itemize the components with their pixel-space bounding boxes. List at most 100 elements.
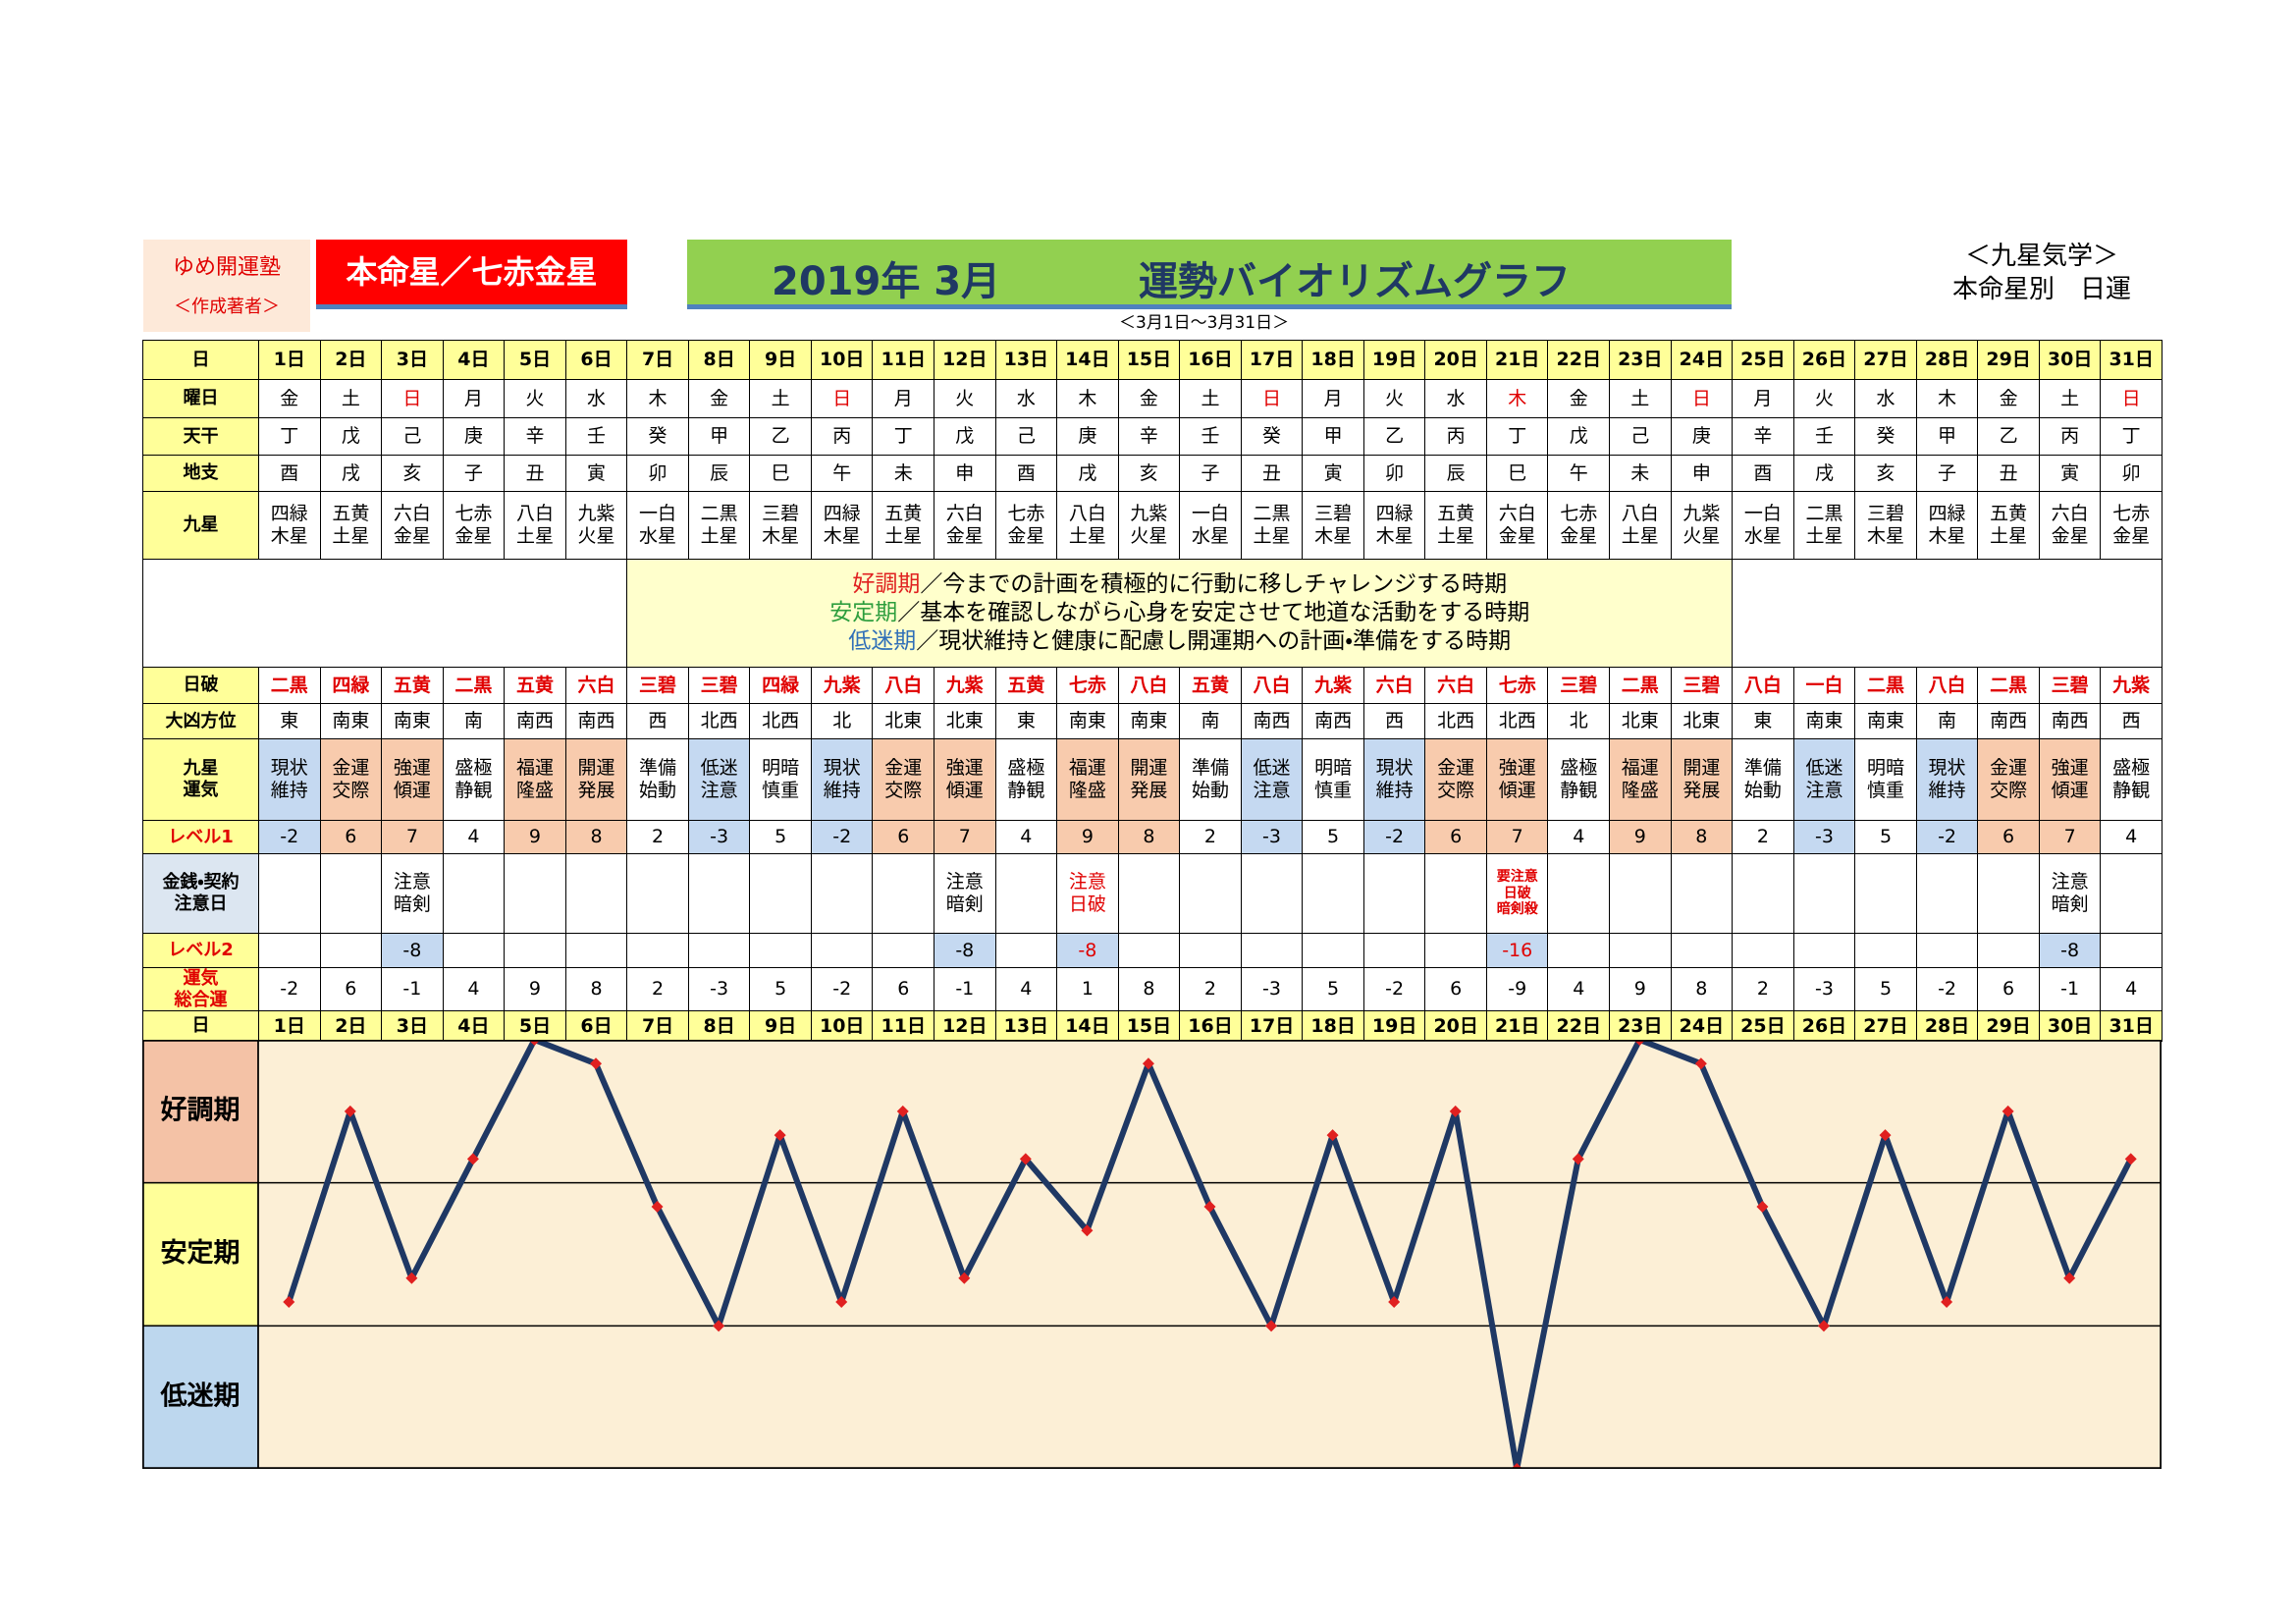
table-cell: 4日 [442,340,506,380]
table-cell: 27日 [1854,340,1917,380]
table-cell: 六白 [1362,667,1426,704]
table-cell: 二黒 [258,667,321,704]
table-cell: 八白 土星 [1056,491,1119,560]
table-cell: 開運 発展 [1670,738,1734,821]
table-cell [1915,853,1979,934]
table-cell: 注意 日破 [1056,853,1119,934]
table-cell: 北西 [1485,703,1549,739]
table-cell: 31日 [2100,340,2163,380]
table-row: 九星 運気 現状 維持 金運 交際 強運 傾運 盛極 静観 福運 隆盛 開運 発展 準備 始動… [142,738,2163,821]
table-cell: 巳 [749,455,812,492]
table-cell: 9日 [749,1010,812,1043]
table-cell [442,933,506,968]
table-cell: 二黒 土星 [1240,491,1304,560]
table-cell: 準備 始動 [626,738,689,821]
table-cell: 低迷 注意 [1240,738,1304,821]
table-cell: 6 [319,820,383,854]
fortune-marker [466,1153,479,1165]
table-cell: 北 [1547,703,1611,739]
table-cell [1670,933,1734,968]
table-cell [687,853,751,934]
table-cell: 丙 [2038,417,2102,456]
table-cell: 丁 [258,417,321,456]
table-cell: 七赤 金星 [442,491,506,560]
table-cell: 2 [626,966,689,1012]
table-cell: 一白 水星 [1732,491,1794,560]
legend-text: ／今までの計画を積極的に行動に移しチャレンジする時期 [920,571,1508,598]
table-cell: 午 [810,455,874,492]
table-cell: 乙 [1362,417,1426,456]
table-cell: 土 [319,379,383,418]
table-cell: 2 [1179,820,1242,854]
table-cell: 盛極 静観 [1547,738,1611,821]
table-cell [1977,853,2040,934]
fortune-marker [1388,1296,1401,1309]
table-cell: 福運 隆盛 [504,738,566,821]
table-cell: 癸 [1240,417,1304,456]
table-cell: 現状 維持 [810,738,874,821]
table-cell: 7 [1485,820,1549,854]
row-label: 日 [142,340,259,380]
table-cell: 南東 [1854,703,1917,739]
table-cell: 17日 [1240,340,1304,380]
table-cell: 6 [1977,820,2040,854]
table-cell: 月 [872,379,935,418]
table-cell: 明暗 慎重 [749,738,812,821]
table-cell: 強運 傾運 [1485,738,1549,821]
table-cell: 庚 [1056,417,1119,456]
table-cell [1179,933,1242,968]
table-cell: 七赤 金星 [2100,491,2163,560]
table-cell: 3日 [381,340,444,380]
fortune-marker [1019,1153,1032,1165]
table-cell [1424,853,1487,934]
table-cell: 子 [1179,455,1242,492]
table-cell: 13日 [994,1010,1058,1043]
table-cell: 五黄 [994,667,1058,704]
table-cell: 四緑 木星 [258,491,321,560]
table-cell: 土 [1609,379,1672,418]
table-cell: 火 [504,379,566,418]
table-cell: 8 [1670,966,1734,1012]
table-cell: 一白 [1792,667,1856,704]
table-cell: 卯 [626,455,689,492]
fortune-marker [1203,1200,1216,1213]
table-cell: 19日 [1362,340,1426,380]
table-cell: 7日 [626,1010,689,1043]
row-label: 曜日 [142,379,259,418]
table-cell: 一白 水星 [1179,491,1242,560]
graph-border [142,1040,2162,1469]
table-cell: 強運 傾運 [2038,738,2102,821]
table-cell: 卯 [1362,455,1426,492]
table-cell: 五黄 [381,667,444,704]
legend-line: 低迷期／現状維持と健康に配慮し開運期への計画・準備をする時期 [628,627,1732,656]
fortune-marker [1265,1320,1278,1332]
table-cell: 水 [1424,379,1487,418]
table-cell [1424,933,1487,968]
table-cell [564,853,628,934]
row-label: 九星 [142,491,259,560]
table-cell [994,933,1058,968]
row-label: レベル2 [142,933,259,968]
table-cell: 子 [1915,455,1979,492]
legend-text: ／現状維持と健康に配慮し開運期への計画・準備をする時期 [916,627,1512,654]
table-cell: -2 [1915,966,1979,1012]
table-cell: 現状 維持 [1915,738,1979,821]
title-text: 運勢バイオリズムグラフ [1139,259,1571,304]
table-cell: 南 [1915,703,1979,739]
table-cell [994,853,1058,934]
table-cell: 丑 [1240,455,1304,492]
table-cell: -1 [2038,966,2102,1012]
table-cell: -2 [1362,820,1426,854]
legend-row: 好調期／今までの計画を積極的に行動に移しチャレンジする時期 安定期／基本を確認しな… [141,559,2163,668]
table-cell: 21日 [1485,340,1549,380]
table-cell: 七赤 金星 [1547,491,1611,560]
table-cell: 10日 [810,1010,874,1043]
table-cell: 六白 [564,667,628,704]
table-cell: 己 [381,417,444,456]
table-cell: 8 [564,820,628,854]
table-cell: 丁 [1485,417,1549,456]
table-cell: 七赤 [1485,667,1549,704]
table-cell: 火 [1362,379,1426,418]
title-box: 2019年 3月 運勢バイオリズムグラフ [687,240,1732,309]
table-cell: -9 [1485,966,1549,1012]
